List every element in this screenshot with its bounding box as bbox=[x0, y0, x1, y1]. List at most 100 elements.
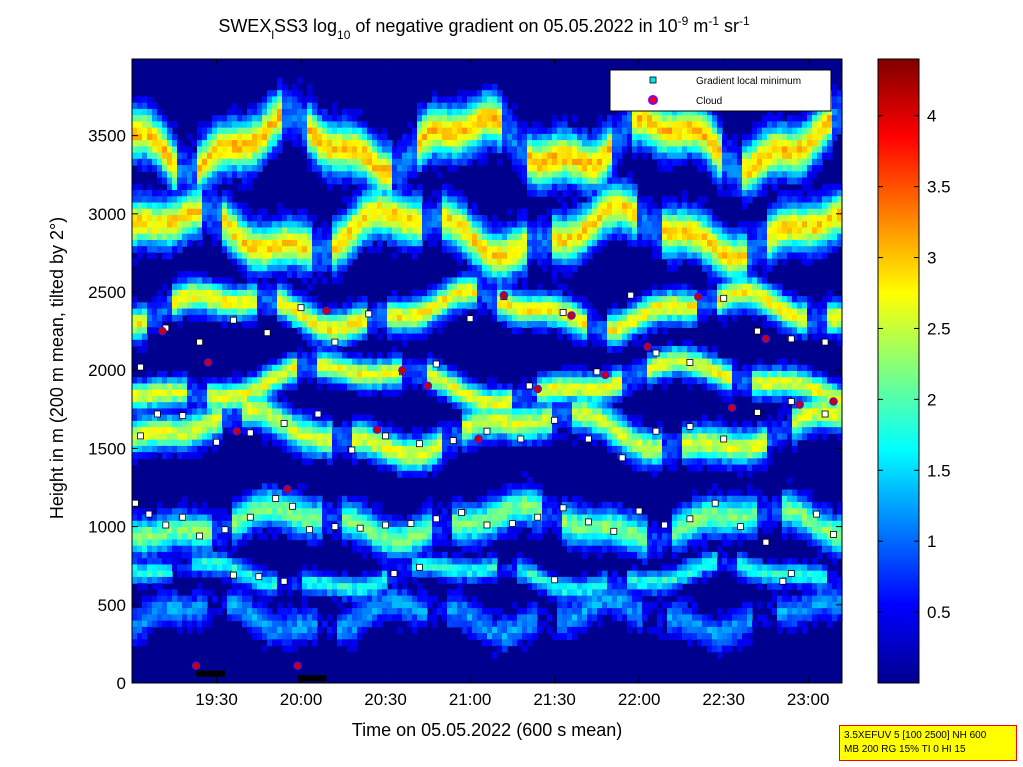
heatmap-cell bbox=[532, 427, 538, 434]
heatmap-cell bbox=[417, 121, 423, 129]
heatmap-cell bbox=[422, 358, 428, 366]
heatmap-cell bbox=[207, 177, 213, 185]
heatmap-cell bbox=[477, 608, 483, 615]
heatmap-cell bbox=[552, 171, 558, 179]
heatmap-cell bbox=[262, 514, 268, 522]
heatmap-cell bbox=[547, 583, 553, 590]
heatmap-cell bbox=[517, 402, 523, 410]
heatmap-cell bbox=[362, 570, 368, 578]
heatmap-cell bbox=[232, 377, 238, 385]
heatmap-cell bbox=[342, 133, 348, 141]
heatmap-cell bbox=[132, 639, 138, 647]
heatmap-cell bbox=[437, 302, 443, 310]
heatmap-cell bbox=[292, 140, 298, 147]
heatmap-cell bbox=[257, 252, 263, 260]
heatmap-cell bbox=[172, 620, 178, 628]
heatmap-cell bbox=[172, 208, 178, 216]
heatmap-cell bbox=[337, 252, 343, 260]
heatmap-cell bbox=[152, 121, 158, 129]
heatmap-cell bbox=[562, 121, 568, 129]
heatmap-cell bbox=[137, 227, 143, 235]
heatmap-cell bbox=[237, 289, 243, 297]
heatmap-cell bbox=[462, 289, 468, 297]
heatmap-cell bbox=[212, 296, 218, 303]
heatmap-cell bbox=[197, 527, 203, 534]
heatmap-cell bbox=[457, 377, 463, 385]
heatmap-cell bbox=[157, 302, 163, 310]
heatmap-cell bbox=[197, 427, 203, 434]
heatmap-cell bbox=[142, 146, 148, 154]
heatmap-cell bbox=[262, 389, 268, 397]
heatmap-cell bbox=[227, 127, 233, 135]
heatmap-cell bbox=[377, 371, 383, 378]
heatmap-cell bbox=[182, 221, 188, 229]
heatmap-cell bbox=[322, 121, 328, 129]
heatmap-cell bbox=[437, 102, 443, 110]
heatmap-cell bbox=[207, 146, 213, 154]
heatmap-cell bbox=[397, 458, 403, 466]
heatmap-cell bbox=[357, 183, 363, 191]
heatmap-cell bbox=[317, 514, 323, 522]
heatmap-cell bbox=[177, 233, 183, 241]
heatmap-cell bbox=[252, 589, 258, 597]
heatmap-cell bbox=[197, 277, 203, 285]
heatmap-cell bbox=[252, 264, 258, 272]
heatmap-cell bbox=[417, 377, 423, 385]
heatmap-cell bbox=[407, 364, 413, 372]
heatmap-cell bbox=[322, 146, 328, 154]
heatmap-cell bbox=[302, 527, 308, 534]
heatmap-cell bbox=[442, 289, 448, 297]
heatmap-cell bbox=[397, 321, 403, 328]
heatmap-cell bbox=[302, 140, 308, 147]
heatmap-cell bbox=[142, 445, 148, 453]
heatmap-cell bbox=[232, 371, 238, 378]
heatmap-cell bbox=[392, 564, 398, 572]
heatmap-cell bbox=[297, 314, 303, 322]
heatmap-cell bbox=[142, 427, 148, 434]
heatmap-cell bbox=[267, 308, 273, 316]
heatmap-cell bbox=[167, 533, 173, 541]
heatmap-cell bbox=[152, 190, 158, 197]
heatmap-cell bbox=[457, 252, 463, 260]
heatmap-cell bbox=[397, 246, 403, 254]
heatmap-cell bbox=[492, 551, 498, 559]
heatmap-cell bbox=[327, 589, 333, 597]
heatmap-cell bbox=[187, 533, 193, 541]
heatmap-cell bbox=[332, 227, 338, 235]
heatmap-cell bbox=[397, 520, 403, 528]
heatmap-cell bbox=[152, 576, 158, 584]
heatmap-cell bbox=[377, 333, 383, 341]
heatmap-cell bbox=[202, 527, 208, 534]
heatmap-cell bbox=[437, 395, 443, 403]
heatmap-cell bbox=[427, 495, 433, 503]
heatmap-cell bbox=[507, 570, 513, 578]
heatmap-cell bbox=[447, 202, 453, 210]
heatmap-cell bbox=[347, 626, 353, 634]
heatmap-cell bbox=[307, 108, 313, 116]
heatmap-cell bbox=[172, 190, 178, 197]
heatmap-cell bbox=[512, 420, 518, 428]
heatmap-cell bbox=[547, 171, 553, 179]
heatmap-cell bbox=[472, 601, 478, 609]
heatmap-cell bbox=[182, 545, 188, 553]
heatmap-cell bbox=[192, 377, 198, 385]
heatmap-cell bbox=[167, 314, 173, 322]
heatmap-cell bbox=[527, 239, 533, 247]
heatmap-cell bbox=[152, 102, 158, 110]
heatmap-cell bbox=[457, 215, 463, 222]
heatmap-cell bbox=[212, 539, 218, 547]
heatmap-cell bbox=[252, 296, 258, 303]
heatmap-cell bbox=[547, 127, 553, 135]
heatmap-cell bbox=[257, 227, 263, 235]
heatmap-cell bbox=[192, 533, 198, 541]
heatmap-cell bbox=[497, 402, 503, 410]
heatmap-cell bbox=[362, 383, 368, 391]
heatmap-cell bbox=[542, 420, 548, 428]
heatmap-cell bbox=[517, 626, 523, 634]
heatmap-cell bbox=[162, 296, 168, 303]
heatmap-cell bbox=[482, 395, 488, 403]
heatmap-cell bbox=[252, 583, 258, 590]
heatmap-cell bbox=[442, 570, 448, 578]
heatmap-cell bbox=[502, 520, 508, 528]
heatmap-cell bbox=[227, 514, 233, 522]
